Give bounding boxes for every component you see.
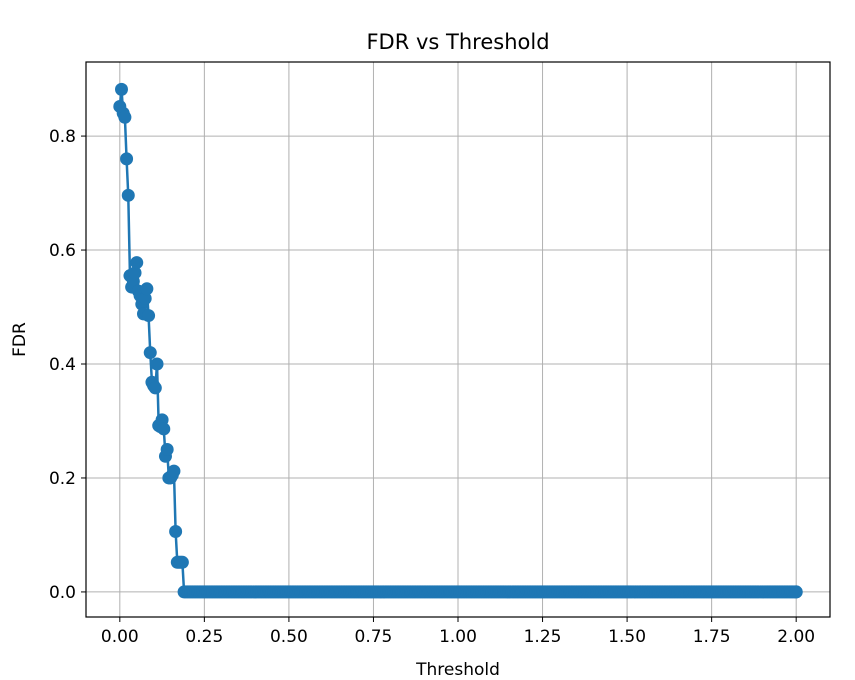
x-tick-label: 0.25 — [185, 627, 223, 647]
y-axis-ticks: 0.0 0.2 0.4 0.6 0.8 — [49, 127, 86, 603]
y-axis-label: FDR — [10, 322, 30, 357]
data-point — [142, 309, 156, 323]
data-point — [148, 381, 162, 395]
data-point — [143, 346, 157, 360]
series-markers — [113, 82, 803, 599]
data-point — [167, 464, 181, 478]
y-tick-label: 0.8 — [49, 127, 76, 147]
x-tick-label: 1.25 — [524, 627, 562, 647]
data-point — [150, 357, 164, 371]
y-tick-label: 0.2 — [49, 469, 76, 489]
x-axis-ticks: 0.00 0.25 0.50 0.75 1.00 1.25 1.50 1.75 2.00 — [101, 617, 815, 647]
data-point — [115, 82, 129, 96]
data-point — [789, 585, 803, 599]
x-tick-label: 2.00 — [777, 627, 815, 647]
grid — [86, 62, 830, 617]
y-tick-label: 0.6 — [49, 241, 76, 261]
y-tick-label: 0.4 — [49, 355, 76, 375]
data-point — [160, 442, 174, 456]
data-point — [121, 188, 135, 202]
data-point — [138, 291, 152, 305]
x-tick-label: 0.00 — [101, 627, 139, 647]
data-point — [175, 555, 189, 569]
chart-title: FDR vs Threshold — [366, 30, 549, 54]
x-tick-label: 1.50 — [608, 627, 646, 647]
x-tick-label: 0.75 — [355, 627, 393, 647]
x-tick-label: 0.50 — [270, 627, 308, 647]
y-tick-label: 0.0 — [49, 583, 76, 603]
x-tick-label: 1.00 — [439, 627, 477, 647]
data-point — [157, 422, 171, 436]
x-tick-label: 1.75 — [693, 627, 731, 647]
x-axis-label: Threshold — [415, 660, 500, 680]
data-point — [140, 282, 154, 296]
data-point — [169, 525, 183, 539]
data-point — [130, 256, 144, 270]
data-point — [128, 266, 142, 280]
data-point — [120, 152, 134, 166]
data-point — [118, 110, 132, 124]
